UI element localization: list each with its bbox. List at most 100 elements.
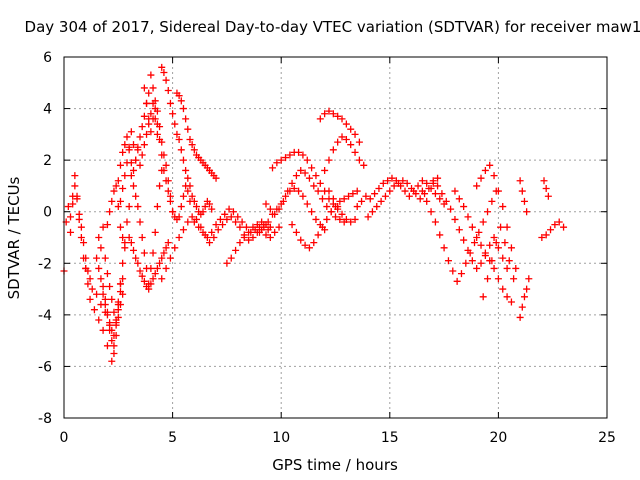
data-point	[349, 190, 357, 198]
data-point	[275, 223, 283, 231]
data-point	[362, 192, 370, 200]
data-point	[455, 195, 463, 203]
data-point	[345, 192, 353, 200]
data-point	[288, 221, 296, 229]
data-point	[173, 130, 181, 138]
data-point	[464, 213, 472, 221]
data-point	[175, 234, 183, 241]
data-point	[116, 223, 124, 231]
data-point	[188, 213, 196, 221]
data-point	[184, 187, 192, 195]
x-tick-label: 10	[272, 430, 290, 446]
data-point	[158, 151, 166, 159]
data-point	[290, 185, 298, 193]
data-point	[321, 110, 329, 118]
data-point	[227, 254, 235, 262]
y-tick-label: 0	[43, 205, 52, 221]
data-point	[86, 275, 94, 283]
data-point	[355, 138, 363, 146]
data-point	[547, 226, 555, 234]
data-point	[151, 270, 159, 278]
data-point	[312, 172, 320, 180]
data-point	[516, 177, 524, 185]
data-point	[523, 208, 531, 216]
data-point	[347, 125, 355, 133]
series-r	[255, 185, 329, 236]
data-point	[143, 130, 151, 138]
data-point	[286, 151, 294, 159]
data-point	[77, 234, 85, 241]
data-point	[160, 166, 168, 174]
data-point	[523, 285, 531, 293]
data-point	[336, 197, 344, 205]
data-point	[460, 203, 468, 211]
data-point	[314, 187, 322, 195]
data-point	[414, 182, 422, 190]
data-point	[355, 156, 363, 164]
data-point	[73, 192, 81, 200]
data-point	[273, 159, 281, 167]
data-point	[140, 277, 148, 285]
data-point	[93, 290, 101, 298]
data-point	[236, 239, 244, 247]
data-point	[525, 275, 533, 283]
data-point	[156, 259, 164, 267]
data-point	[130, 182, 138, 190]
data-point	[203, 234, 211, 241]
plot-frame	[63, 56, 608, 419]
data-point	[440, 244, 448, 252]
data-point	[138, 272, 146, 280]
data-point	[125, 203, 133, 211]
data-point	[121, 141, 129, 149]
data-point	[332, 213, 339, 221]
data-point	[473, 234, 481, 241]
data-point	[116, 288, 124, 296]
data-point	[310, 182, 318, 190]
data-point	[171, 120, 179, 128]
x-tick-label: 25	[598, 430, 616, 446]
data-point	[312, 215, 320, 223]
series-af	[516, 275, 533, 321]
data-point	[436, 231, 444, 239]
data-point	[364, 213, 372, 221]
data-point	[223, 215, 231, 223]
data-point	[149, 84, 157, 92]
data-point	[544, 192, 552, 200]
data-point	[484, 275, 492, 283]
data-point	[101, 254, 109, 262]
data-point	[164, 187, 172, 195]
data-point	[260, 223, 268, 231]
data-point	[134, 146, 142, 154]
data-point	[444, 257, 452, 265]
data-point	[147, 128, 155, 136]
data-point	[295, 148, 303, 156]
data-point	[386, 187, 394, 195]
x-tick-label: 20	[489, 430, 507, 446]
data-point	[342, 120, 350, 128]
data-point	[334, 203, 342, 211]
data-point	[132, 192, 140, 200]
data-point	[334, 138, 342, 146]
data-point	[277, 156, 285, 164]
data-point	[151, 228, 159, 236]
data-point	[153, 120, 161, 128]
data-point	[503, 223, 511, 231]
data-point	[175, 136, 183, 144]
data-point	[518, 187, 526, 195]
data-point	[266, 234, 274, 241]
data-point	[110, 342, 118, 350]
data-point	[314, 231, 322, 239]
data-point	[494, 244, 502, 252]
data-point	[542, 231, 550, 239]
data-point	[184, 218, 192, 226]
data-point	[373, 203, 381, 211]
data-point	[199, 208, 207, 216]
data-point	[305, 244, 313, 252]
data-point	[162, 264, 170, 272]
data-point	[147, 264, 155, 272]
data-point	[484, 208, 492, 216]
data-point	[316, 115, 324, 123]
data-point	[216, 215, 224, 223]
data-point	[279, 197, 287, 205]
data-point	[269, 164, 277, 172]
